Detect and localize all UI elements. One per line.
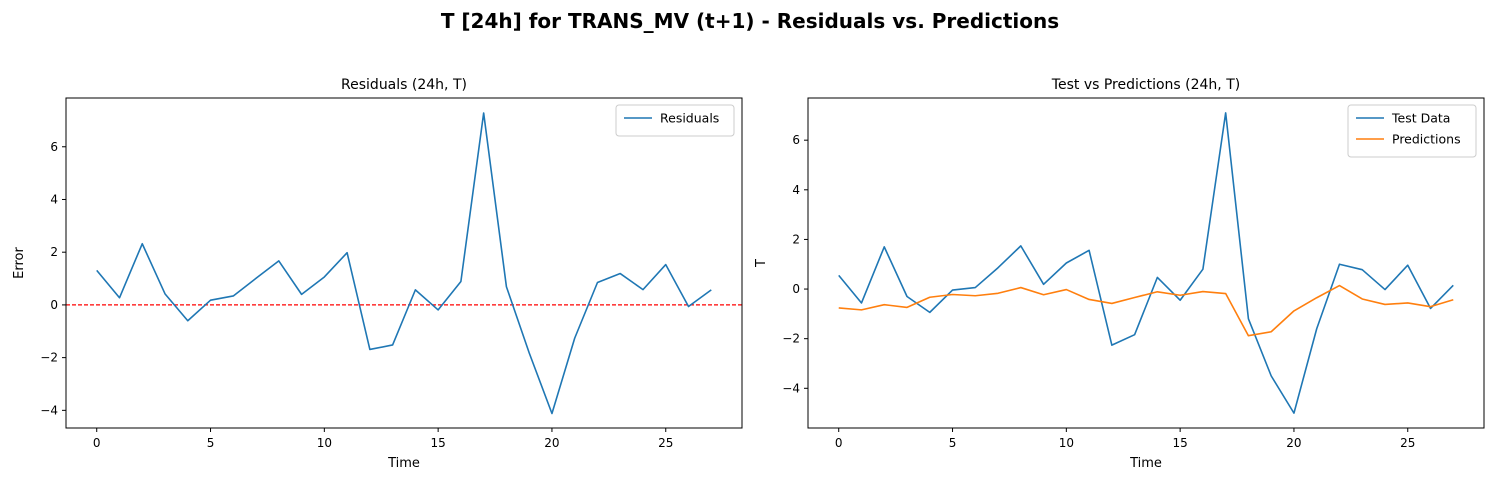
residuals-x-tick-label: 20 <box>544 436 559 450</box>
predictions-y-tick-label: −4 <box>782 381 800 395</box>
figure-title: T [24h] for TRANS_MV (t+1) - Residuals v… <box>441 9 1059 33</box>
predictions-x-tick-label: 5 <box>949 436 957 450</box>
predictions-axes-frame <box>807 97 1485 429</box>
residuals-x-tick-label: 15 <box>431 436 446 450</box>
residuals-x-tick-label: 0 <box>93 436 101 450</box>
residuals-x-tick-label: 25 <box>658 436 673 450</box>
predictions-title: Test vs Predictions (24h, T) <box>1051 77 1240 93</box>
predictions-x-tick-label: 10 <box>1059 436 1074 450</box>
predictions-y-tick-label: 2 <box>792 232 800 246</box>
residuals-panel: Residuals (24h, T) Time Error 0 5 10 15 20 25… <box>12 77 743 471</box>
residuals-series-residuals-line <box>96 112 712 415</box>
predictions-y-tick-label: 6 <box>792 133 800 147</box>
residuals-x-tick-label: 10 <box>317 436 332 450</box>
predictions-y-tick-label: 4 <box>792 183 800 197</box>
predictions-legend-label-predictions: Predictions <box>1392 132 1461 147</box>
predictions-x-axis-label: Time <box>1129 456 1162 471</box>
predictions-x-tick-label: 25 <box>1400 436 1415 450</box>
predictions-legend-label-test-data: Test Data <box>1391 111 1450 126</box>
residuals-y-tick-label: −4 <box>40 403 58 417</box>
residuals-legend <box>615 104 735 137</box>
predictions-series-predictions-line <box>838 284 1454 337</box>
predictions-x-tick-label: 15 <box>1173 436 1188 450</box>
residuals-x-axis-label: Time <box>387 456 420 471</box>
residuals-y-tick-label: 0 <box>50 298 58 312</box>
predictions-y-tick-label: −2 <box>782 332 800 346</box>
predictions-panel: Test vs Predictions (24h, T) Time T 0 5 10… <box>754 77 1485 471</box>
residuals-x-tick-label: 5 <box>207 436 215 450</box>
residuals-axes-frame <box>65 97 743 429</box>
residuals-legend-label-residuals: Residuals <box>660 111 719 126</box>
residuals-y-tick-label: 6 <box>50 140 58 154</box>
predictions-series-test-data-line <box>838 112 1454 414</box>
predictions-x-tick-label: 0 <box>835 436 843 450</box>
residuals-y-tick-label: 2 <box>50 245 58 259</box>
residuals-y-tick-label: 4 <box>50 192 58 206</box>
predictions-y-axis-label: T <box>754 259 769 268</box>
residuals-y-tick-label: −2 <box>40 351 58 365</box>
predictions-y-tick-label: 0 <box>792 282 800 296</box>
residuals-title: Residuals (24h, T) <box>341 77 467 93</box>
residuals-y-axis-label: Error <box>12 247 27 279</box>
predictions-x-tick-label: 20 <box>1286 436 1301 450</box>
